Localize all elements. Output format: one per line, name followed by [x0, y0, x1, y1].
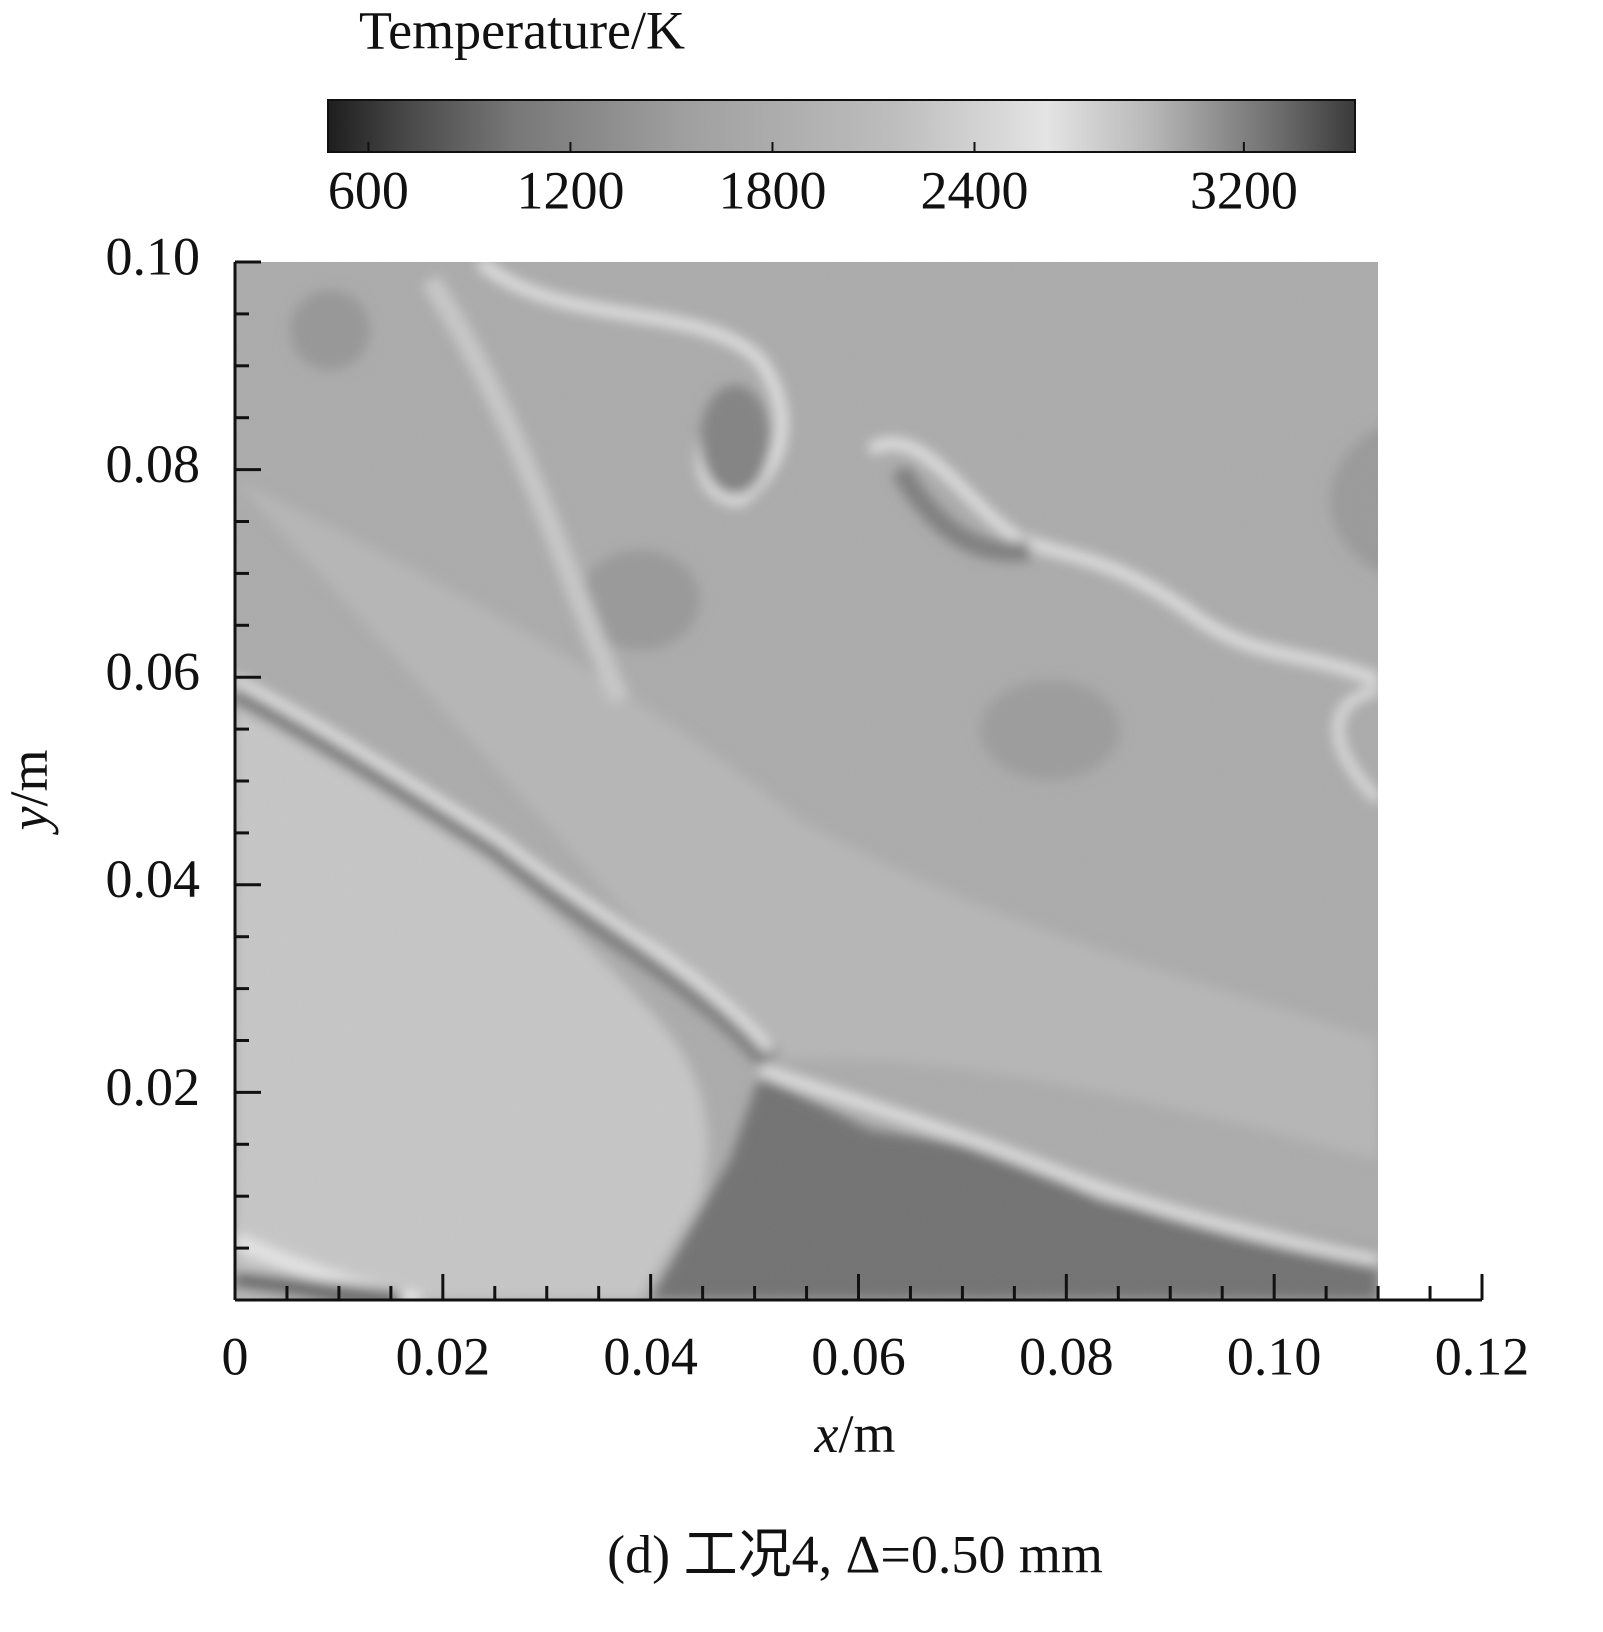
temperature-field [235, 262, 1378, 1300]
colorbar-tick-label: 1200 [516, 160, 624, 220]
x-unit: /m [838, 1404, 895, 1464]
colorbar-tick-label: 2400 [921, 160, 1029, 220]
caption: (d) 工况4, Δ=0.50 mm [607, 1524, 1103, 1584]
colorbar-tick-label: 1800 [718, 160, 826, 220]
x-axis-title: x/m [814, 1404, 896, 1464]
colorbar-tick-label: 600 [328, 160, 409, 220]
y-axis-title: y/m [0, 750, 59, 836]
y-tick-label: 0.06 [106, 642, 201, 702]
y-symbol: y [0, 806, 59, 835]
x-tick-label: 0.06 [811, 1326, 906, 1386]
x-tick-label: 0 [222, 1326, 249, 1386]
x-tick-label: 0.02 [396, 1326, 491, 1386]
colorbar-title: Temperature/K [359, 0, 685, 60]
y-tick-label: 0.10 [106, 226, 201, 286]
y-tick-label: 0.08 [106, 434, 201, 494]
colorbar [327, 99, 1356, 153]
x-tick-label: 0.10 [1227, 1326, 1322, 1386]
x-tick-label: 0.04 [603, 1326, 698, 1386]
y-tick-label: 0.04 [106, 849, 201, 909]
y-tick-label: 0.02 [106, 1057, 201, 1117]
y-unit: /m [0, 750, 59, 807]
x-symbol: x [814, 1404, 839, 1464]
x-tick-label: 0.08 [1019, 1326, 1114, 1386]
x-tick-label: 0.12 [1435, 1326, 1530, 1386]
colorbar-tick-label: 3200 [1190, 160, 1298, 220]
